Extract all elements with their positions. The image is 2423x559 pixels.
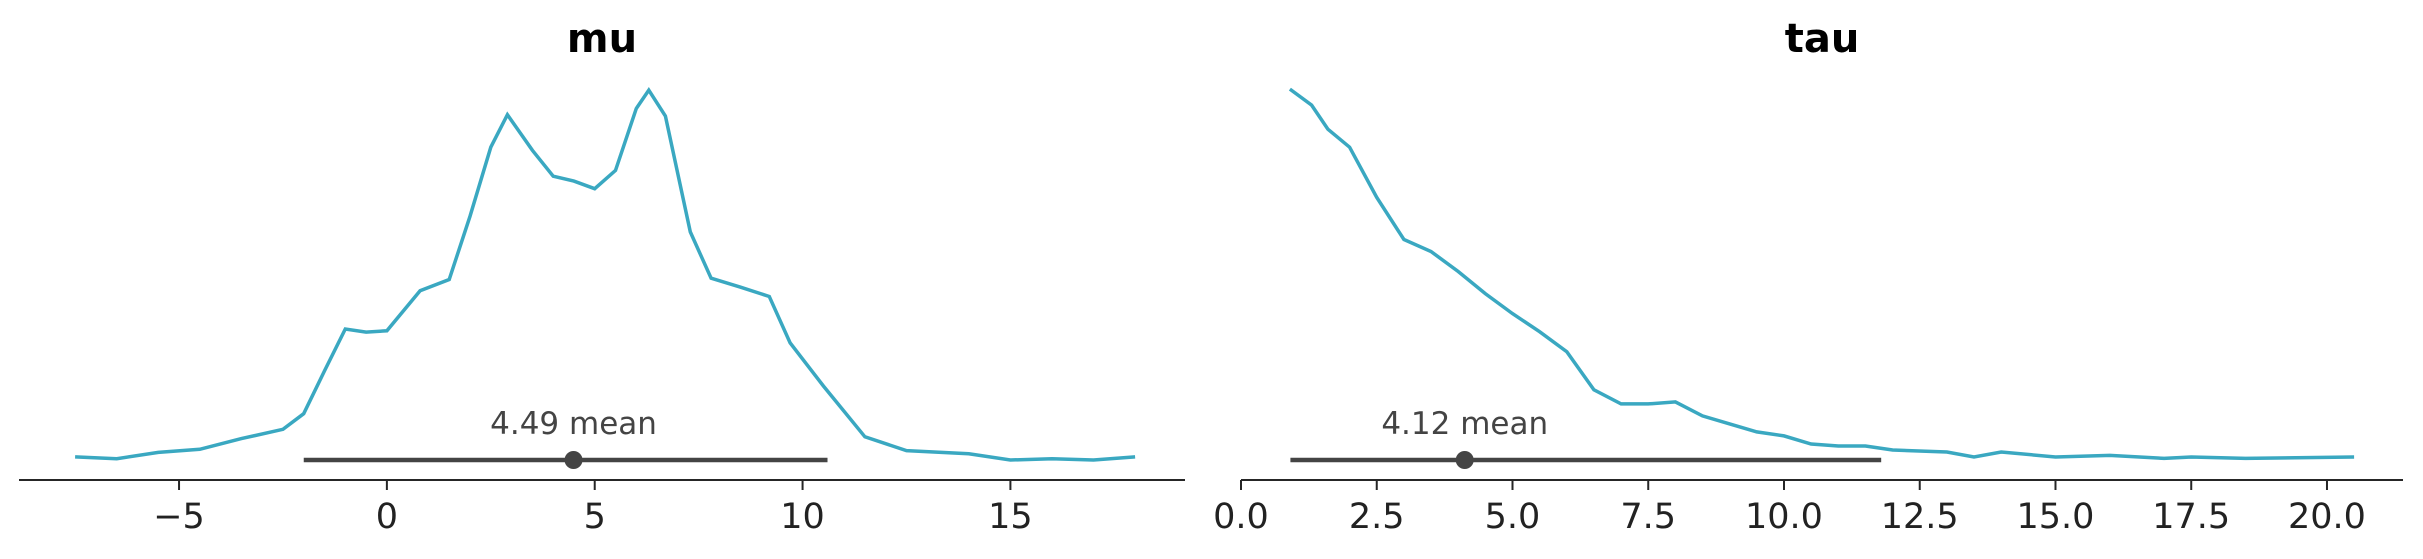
density-curve bbox=[75, 87, 1136, 462]
x-tick-label: 15 bbox=[988, 497, 1033, 537]
x-tick-label: 5.0 bbox=[1485, 497, 1541, 537]
x-tick-label: 7.5 bbox=[1620, 497, 1676, 537]
x-tick-label: 0.0 bbox=[1213, 497, 1269, 537]
x-tick-label: 10.0 bbox=[1745, 497, 1823, 537]
x-tick-label: 17.5 bbox=[2152, 497, 2230, 537]
panel-title: tau bbox=[1785, 16, 1860, 62]
panel-title: mu bbox=[567, 16, 637, 62]
x-tick-label: 20.0 bbox=[2288, 497, 2366, 537]
x-tick-label: 15.0 bbox=[2017, 497, 2095, 537]
mean-point bbox=[564, 451, 583, 469]
x-tick-label: 5 bbox=[584, 497, 606, 537]
x-tick-label: 10 bbox=[780, 497, 825, 537]
mean-label: 4.49 mean bbox=[490, 406, 657, 442]
mean-label: 4.12 mean bbox=[1381, 406, 1548, 442]
x-tick-label: 2.5 bbox=[1349, 497, 1405, 537]
x-tick-label: 12.5 bbox=[1881, 497, 1959, 537]
x-tick-label: −5 bbox=[153, 497, 205, 537]
x-tick-label: 0 bbox=[376, 497, 398, 537]
mean-point bbox=[1455, 451, 1474, 469]
density-curve bbox=[1288, 87, 2355, 461]
